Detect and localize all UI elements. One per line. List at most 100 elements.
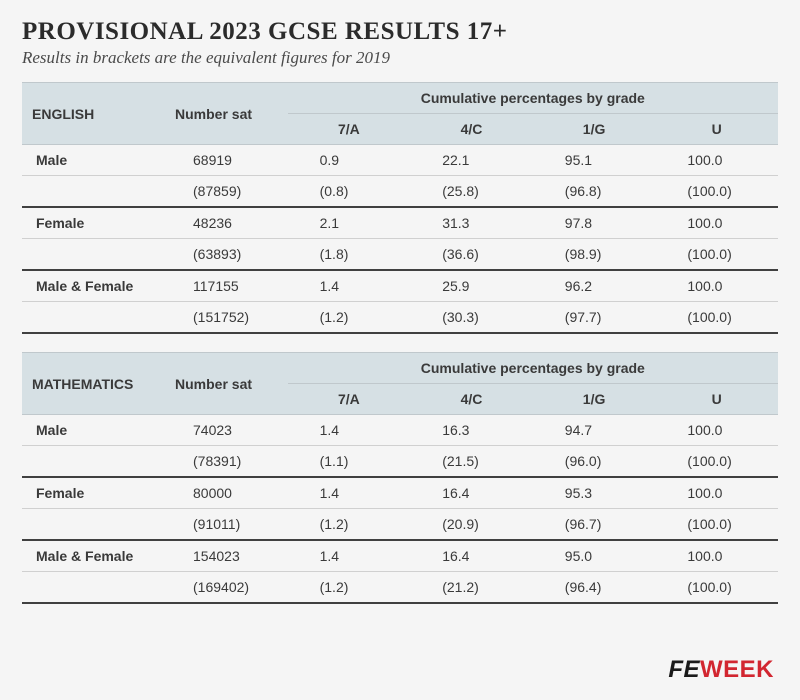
grade-value: 97.8: [533, 207, 656, 239]
grade-bracket: (0.8): [288, 176, 411, 208]
grade-header: 7/A: [288, 114, 411, 145]
grade-bracket: (25.8): [410, 176, 533, 208]
subject-header: MATHEMATICS: [22, 353, 165, 415]
grade-value: 95.3: [533, 477, 656, 509]
number-sat-bracket: (151752): [165, 302, 288, 334]
number-sat-bracket: (78391): [165, 446, 288, 478]
table-row: Male & Female1540231.416.495.0100.0: [22, 540, 778, 572]
results-table: ENGLISHNumber satCumulative percentages …: [22, 82, 778, 334]
row-label: Female: [22, 207, 165, 239]
table-row-bracket: (87859)(0.8)(25.8)(96.8)(100.0): [22, 176, 778, 208]
row-label-bracket: [22, 572, 165, 604]
grade-value: 95.0: [533, 540, 656, 572]
grade-bracket: (1.2): [288, 302, 411, 334]
grade-bracket: (100.0): [655, 446, 778, 478]
grade-header: 1/G: [533, 384, 656, 415]
grade-value: 1.4: [288, 477, 411, 509]
table-row: Female482362.131.397.8100.0: [22, 207, 778, 239]
grade-bracket: (30.3): [410, 302, 533, 334]
number-sat-value: 117155: [165, 270, 288, 302]
grade-value: 25.9: [410, 270, 533, 302]
row-label-bracket: [22, 446, 165, 478]
grade-bracket: (21.5): [410, 446, 533, 478]
grade-bracket: (100.0): [655, 572, 778, 604]
grade-header: 7/A: [288, 384, 411, 415]
table-row-bracket: (63893)(1.8)(36.6)(98.9)(100.0): [22, 239, 778, 271]
number-sat-value: 80000: [165, 477, 288, 509]
grade-value: 100.0: [655, 415, 778, 446]
table-row: Male740231.416.394.7100.0: [22, 415, 778, 446]
cumulative-header: Cumulative percentages by grade: [288, 353, 778, 384]
grade-bracket: (96.0): [533, 446, 656, 478]
number-sat-header: Number sat: [165, 353, 288, 415]
page-title: PROVISIONAL 2023 GCSE RESULTS 17+: [22, 18, 778, 46]
logo-fe: FE: [668, 656, 700, 683]
row-label-bracket: [22, 239, 165, 271]
grade-header: 4/C: [410, 384, 533, 415]
grade-value: 100.0: [655, 540, 778, 572]
number-sat-header: Number sat: [165, 83, 288, 145]
table-row-bracket: (151752)(1.2)(30.3)(97.7)(100.0): [22, 302, 778, 334]
table-row-bracket: (169402)(1.2)(21.2)(96.4)(100.0): [22, 572, 778, 604]
grade-value: 22.1: [410, 145, 533, 176]
table-row-bracket: (78391)(1.1)(21.5)(96.0)(100.0): [22, 446, 778, 478]
row-label: Male: [22, 415, 165, 446]
grade-header: 1/G: [533, 114, 656, 145]
row-label: Male: [22, 145, 165, 176]
number-sat-bracket: (169402): [165, 572, 288, 604]
number-sat-bracket: (91011): [165, 509, 288, 541]
grade-value: 100.0: [655, 270, 778, 302]
grade-value: 16.3: [410, 415, 533, 446]
grade-value: 100.0: [655, 477, 778, 509]
grade-value: 16.4: [410, 477, 533, 509]
grade-value: 0.9: [288, 145, 411, 176]
grade-bracket: (96.8): [533, 176, 656, 208]
cumulative-header: Cumulative percentages by grade: [288, 83, 778, 114]
grade-bracket: (96.7): [533, 509, 656, 541]
row-label: Male & Female: [22, 270, 165, 302]
grade-bracket: (97.7): [533, 302, 656, 334]
grade-value: 100.0: [655, 145, 778, 176]
grade-header: U: [655, 114, 778, 145]
results-table: MATHEMATICSNumber satCumulative percenta…: [22, 352, 778, 604]
number-sat-value: 154023: [165, 540, 288, 572]
grade-header: U: [655, 384, 778, 415]
number-sat-value: 68919: [165, 145, 288, 176]
grade-bracket: (100.0): [655, 302, 778, 334]
grade-value: 1.4: [288, 270, 411, 302]
grade-value: 31.3: [410, 207, 533, 239]
number-sat-bracket: (63893): [165, 239, 288, 271]
grade-bracket: (1.2): [288, 509, 411, 541]
grade-value: 2.1: [288, 207, 411, 239]
grade-header: 4/C: [410, 114, 533, 145]
grade-bracket: (96.4): [533, 572, 656, 604]
grade-bracket: (100.0): [655, 509, 778, 541]
page-subtitle: Results in brackets are the equivalent f…: [22, 48, 778, 68]
grade-bracket: (100.0): [655, 176, 778, 208]
table-row-bracket: (91011)(1.2)(20.9)(96.7)(100.0): [22, 509, 778, 541]
brand-logo: FEWEEK: [668, 656, 774, 684]
row-label-bracket: [22, 302, 165, 334]
grade-value: 100.0: [655, 207, 778, 239]
grade-value: 16.4: [410, 540, 533, 572]
number-sat-value: 74023: [165, 415, 288, 446]
grade-bracket: (1.1): [288, 446, 411, 478]
grade-bracket: (20.9): [410, 509, 533, 541]
row-label: Male & Female: [22, 540, 165, 572]
grade-value: 1.4: [288, 540, 411, 572]
grade-value: 1.4: [288, 415, 411, 446]
logo-week: WEEK: [700, 656, 774, 683]
grade-value: 95.1: [533, 145, 656, 176]
table-row: Male689190.922.195.1100.0: [22, 145, 778, 176]
grade-bracket: (1.8): [288, 239, 411, 271]
grade-bracket: (21.2): [410, 572, 533, 604]
grade-bracket: (1.2): [288, 572, 411, 604]
grade-bracket: (36.6): [410, 239, 533, 271]
row-label-bracket: [22, 176, 165, 208]
tables-container: ENGLISHNumber satCumulative percentages …: [22, 82, 778, 604]
subject-header: ENGLISH: [22, 83, 165, 145]
row-label: Female: [22, 477, 165, 509]
grade-bracket: (98.9): [533, 239, 656, 271]
grade-value: 94.7: [533, 415, 656, 446]
number-sat-value: 48236: [165, 207, 288, 239]
